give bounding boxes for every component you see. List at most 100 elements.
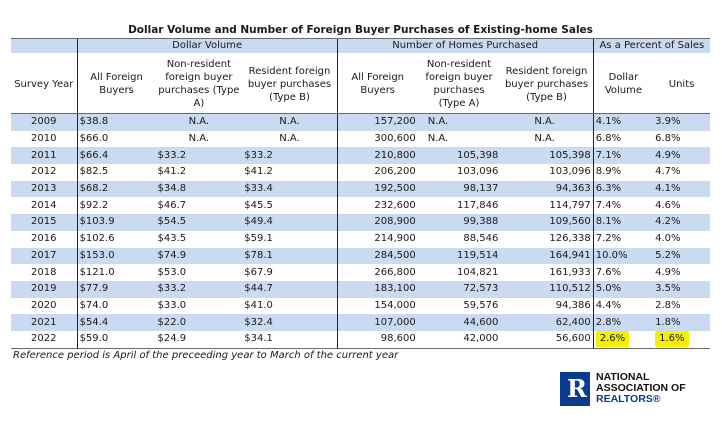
cell-dv-a: $74.9 <box>155 247 243 265</box>
cell-h-all: 98,600 <box>380 333 416 345</box>
cell-dv-a: N.A. <box>188 133 210 145</box>
cell-h-all: 284,500 <box>337 247 418 265</box>
cell-h-a: 42,000 <box>463 333 499 345</box>
cell-p-u: 2.8% <box>655 299 681 311</box>
cell-dv-all: $38.8 <box>76 113 156 131</box>
cell-dv-a: $46.7 <box>157 199 187 211</box>
cell-p-d: 2.8% <box>593 314 654 331</box>
cell-year: 2016 <box>31 233 57 245</box>
header-homes-resident: Resident foreign buyer purchases (Type B… <box>500 53 594 114</box>
reference-note: Reference period is April of the preceed… <box>11 347 594 363</box>
cell-h-b: 164,941 <box>500 247 594 265</box>
table-row: 2019 $77.9 $33.2 $44.7 183,100 72,573 110,512 5… <box>11 280 710 298</box>
header-dv-all: All Foreign Buyers <box>76 53 156 114</box>
cell-h-all: 210,800 <box>337 147 418 165</box>
cell-p-u: 1.6% <box>653 331 710 348</box>
cell-dv-a: $53.0 <box>157 266 187 278</box>
cell-dv-b: $49.4 <box>242 214 338 231</box>
cell-h-all: 192,500 <box>337 180 418 198</box>
cell-h-b: 103,096 <box>500 164 594 181</box>
cell-h-b: 105,398 <box>500 147 594 165</box>
cell-h-all: 208,900 <box>337 214 418 231</box>
cell-dv-b: $45.5 <box>242 197 338 215</box>
table-row: 2016 $102.6 $43.5 $59.1 214,900 88,546 126,338… <box>11 230 710 248</box>
table-row: 2015 $103.9 $54.5 $49.4 208,900 99,388 109,560… <box>11 214 710 231</box>
cell-year: 2013 <box>11 180 78 198</box>
cell-p-u: 4.9% <box>653 147 710 165</box>
cell-h-all: 232,600 <box>374 199 416 211</box>
cell-p-d: 2.6% <box>593 331 653 348</box>
cell-dv-b: $67.9 <box>242 264 338 281</box>
cell-p-d: 7.2% <box>595 233 622 245</box>
cell-p-d: 10.0% <box>593 247 654 265</box>
cell-p-d: 8.9% <box>595 166 622 178</box>
cell-year: 2020 <box>31 299 57 311</box>
cell-h-b: 94,386 <box>500 297 594 315</box>
cell-dv-a: $22.0 <box>155 314 243 331</box>
cell-dv-b: $59.1 <box>242 230 338 248</box>
cell-p-d: 4.4% <box>595 299 622 311</box>
cell-h-all: 206,200 <box>374 166 416 178</box>
cell-dv-all: $102.6 <box>76 230 156 248</box>
cell-year: 2009 <box>11 113 78 131</box>
table-row: 2009 $38.8 N.A. N.A. 157,200 N.A. N.A. 4.1% 3.9% <box>11 113 710 131</box>
highlighted-value: 1.6% <box>655 331 689 348</box>
header-dv-resident: Resident foreign buyer purchases (Type B… <box>242 53 338 114</box>
cell-p-d: 8.1% <box>593 214 654 231</box>
cell-dv-all: $121.0 <box>76 264 156 281</box>
cell-year: 2012 <box>31 166 57 178</box>
cell-h-all: 183,100 <box>337 280 418 298</box>
cell-p-u: 5.2% <box>653 247 710 265</box>
cell-dv-b: N.A. <box>242 113 338 131</box>
cell-h-a: 44,600 <box>417 314 501 331</box>
group-percent-of-sales: As a Percent of Sales <box>593 38 710 53</box>
cell-h-b: 56,600 <box>500 330 594 349</box>
cell-year: 2014 <box>31 199 57 211</box>
header-dv-nonresident: Non-resident foreign buyer purchases (Ty… <box>155 53 243 114</box>
cell-h-a: N.A. <box>427 133 449 145</box>
cell-p-u: 4.1% <box>653 180 710 198</box>
cell-h-a: N.A. <box>417 113 501 131</box>
cell-p-d: 4.1% <box>593 113 654 131</box>
cell-p-d: 7.1% <box>593 147 654 165</box>
cell-dv-b: N.A. <box>242 130 338 148</box>
cell-h-b: N.A. <box>500 130 594 148</box>
cell-p-u: 6.8% <box>655 133 681 145</box>
cell-dv-a: $34.8 <box>155 180 243 198</box>
cell-h-b: N.A. <box>500 113 594 131</box>
cell-dv-a: $33.2 <box>155 147 243 165</box>
header-survey-year: Survey Year <box>11 53 78 114</box>
table-row: 2018 $121.0 $53.0 $67.9 266,800 104,821 161,93… <box>11 264 710 281</box>
table-row: 2022 $59.0 $24.9 $34.1 98,600 42,000 56,600 2.6… <box>11 330 710 349</box>
cell-dv-a: $54.5 <box>155 214 243 231</box>
cell-h-b: 109,560 <box>500 214 594 231</box>
cell-h-all: 154,000 <box>374 299 416 311</box>
cell-dv-all: $66.0 <box>76 130 156 148</box>
cell-h-a: 99,388 <box>417 214 501 231</box>
cell-dv-b: $41.0 <box>242 297 338 315</box>
cell-p-u: 3.5% <box>653 280 710 298</box>
cell-dv-all: $153.0 <box>76 247 156 265</box>
cell-p-d: 7.6% <box>595 266 622 278</box>
cell-dv-b: $41.2 <box>242 164 338 181</box>
table-row: 2011 $66.4 $33.2 $33.2 210,800 105,398 105,398… <box>11 147 710 165</box>
cell-dv-b: $33.4 <box>242 180 338 198</box>
cell-dv-b: $44.7 <box>242 280 338 298</box>
cell-dv-all: $68.2 <box>76 180 156 198</box>
cell-p-u: 4.6% <box>655 199 681 211</box>
cell-year: 2011 <box>11 147 78 165</box>
cell-dv-all: $66.4 <box>76 147 156 165</box>
cell-h-a: 59,576 <box>463 299 499 311</box>
header-pct-dollar: Dollar Volume <box>593 53 654 114</box>
cell-h-all: 107,000 <box>337 314 418 331</box>
cell-dv-a: $24.9 <box>157 333 187 345</box>
cell-year: 2019 <box>11 280 78 298</box>
cell-h-a: 105,398 <box>417 147 501 165</box>
cell-p-u: 1.8% <box>653 314 710 331</box>
header-pct-units: Units <box>653 53 710 114</box>
cell-h-a: 104,821 <box>456 266 499 278</box>
cell-h-a: 119,514 <box>417 247 501 265</box>
foreign-buyer-table: Dollar Volume and Number of Foreign Buye… <box>11 22 710 363</box>
cell-h-all: 214,900 <box>374 233 416 245</box>
table-row: 2020 $74.0 $33.0 $41.0 154,000 59,576 94,386 4.… <box>11 297 710 315</box>
